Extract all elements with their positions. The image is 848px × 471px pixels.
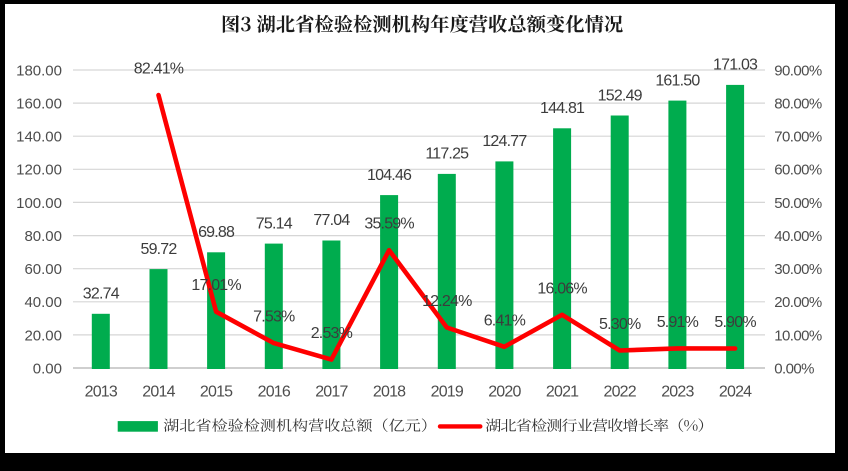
svg-text:5.90%: 5.90% — [714, 314, 756, 331]
svg-text:40.00: 40.00 — [24, 294, 62, 311]
svg-text:2016: 2016 — [258, 383, 291, 400]
svg-text:80.00%: 80.00% — [774, 96, 822, 113]
svg-text:2022: 2022 — [603, 383, 636, 400]
svg-text:2017: 2017 — [315, 383, 348, 400]
svg-text:2.53%: 2.53% — [311, 325, 353, 342]
svg-text:2015: 2015 — [200, 383, 233, 400]
svg-text:5.30%: 5.30% — [599, 316, 641, 333]
svg-text:152.49: 152.49 — [598, 87, 643, 104]
svg-text:124.77: 124.77 — [482, 133, 527, 150]
svg-text:20.00%: 20.00% — [774, 294, 822, 311]
svg-text:5.91%: 5.91% — [657, 314, 699, 331]
svg-text:6.41%: 6.41% — [484, 312, 526, 329]
svg-text:10.00%: 10.00% — [774, 327, 822, 344]
svg-text:100.00: 100.00 — [16, 195, 62, 212]
svg-text:171.03: 171.03 — [713, 57, 758, 74]
svg-text:40.00%: 40.00% — [774, 228, 822, 245]
svg-text:104.46: 104.46 — [367, 167, 412, 184]
svg-text:2018: 2018 — [373, 383, 406, 400]
svg-text:0.00: 0.00 — [33, 360, 62, 377]
svg-text:180.00: 180.00 — [16, 62, 62, 79]
svg-text:160.00: 160.00 — [16, 96, 62, 113]
svg-text:75.14: 75.14 — [256, 215, 293, 232]
svg-text:2023: 2023 — [661, 383, 694, 400]
svg-text:120.00: 120.00 — [16, 162, 62, 179]
svg-text:2024: 2024 — [719, 383, 752, 400]
svg-text:35.59%: 35.59% — [364, 216, 414, 233]
svg-text:70.00%: 70.00% — [774, 129, 822, 146]
svg-text:60.00%: 60.00% — [774, 162, 822, 179]
svg-text:59.72: 59.72 — [140, 241, 177, 258]
svg-text:117.25: 117.25 — [425, 146, 469, 163]
svg-text:2020: 2020 — [488, 383, 521, 400]
svg-text:17.01%: 17.01% — [191, 277, 241, 294]
svg-text:77.04: 77.04 — [313, 212, 350, 229]
svg-text:2013: 2013 — [85, 383, 118, 400]
svg-text:144.81: 144.81 — [540, 100, 585, 117]
svg-text:2021: 2021 — [546, 383, 579, 400]
svg-text:161.50: 161.50 — [655, 72, 700, 89]
svg-text:50.00%: 50.00% — [774, 195, 822, 212]
svg-text:140.00: 140.00 — [16, 129, 62, 146]
svg-text:2014: 2014 — [142, 383, 175, 400]
svg-text:12.24%: 12.24% — [422, 293, 472, 310]
svg-text:32.74: 32.74 — [83, 286, 120, 303]
svg-text:0.00%: 0.00% — [774, 360, 814, 377]
svg-text:82.41%: 82.41% — [134, 61, 184, 78]
svg-text:7.53%: 7.53% — [253, 309, 295, 326]
svg-text:30.00%: 30.00% — [774, 261, 822, 278]
svg-text:2019: 2019 — [431, 383, 464, 400]
svg-text:16.06%: 16.06% — [537, 280, 587, 297]
svg-text:90.00%: 90.00% — [774, 62, 822, 79]
svg-text:20.00: 20.00 — [24, 327, 62, 344]
svg-text:69.88: 69.88 — [198, 224, 235, 241]
svg-text:80.00: 80.00 — [24, 228, 62, 245]
svg-text:60.00: 60.00 — [24, 261, 62, 278]
